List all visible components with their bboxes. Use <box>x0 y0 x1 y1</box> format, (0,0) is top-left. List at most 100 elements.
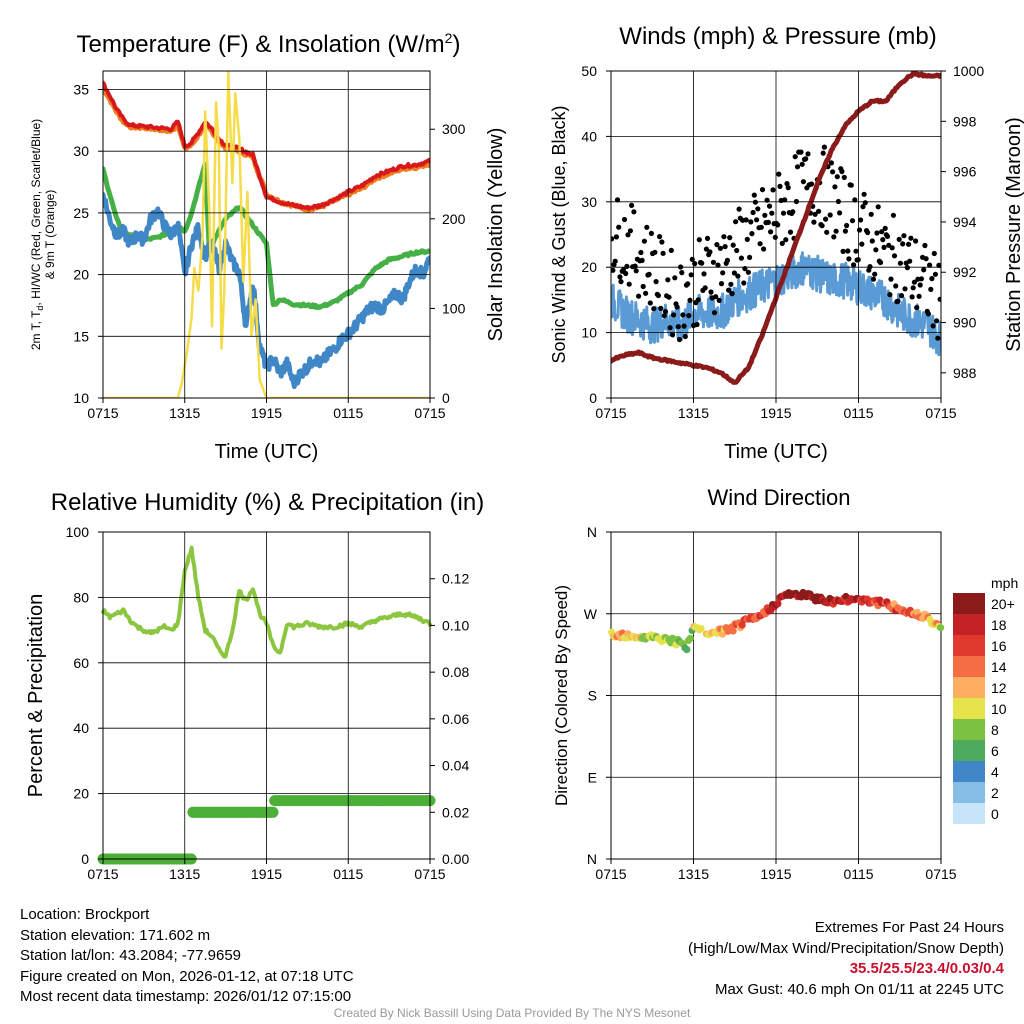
gust-point <box>776 171 782 177</box>
x-tick-label: 1315 <box>678 405 709 421</box>
x-tick-label: 0715 <box>87 405 118 421</box>
y-axis-label: Direction (Colored By Speed) <box>552 585 571 806</box>
gust-point <box>792 154 798 160</box>
gust-point <box>686 313 692 319</box>
gust-point <box>811 219 817 225</box>
gust-point <box>930 323 936 329</box>
y-tick-label: 50 <box>581 63 597 79</box>
gust-point <box>625 232 631 238</box>
gust-point <box>849 218 856 224</box>
y2-tick-label: 988 <box>953 365 977 381</box>
wind-speed-colorbar: mph 20+ 18 16 14 12 10 8 6 4 2 0 <box>953 575 1018 824</box>
y2-tick-label: 0.06 <box>442 711 469 727</box>
gust-point <box>715 262 721 268</box>
y2-tick-label: 0.00 <box>442 851 469 867</box>
colorbar-swatch <box>953 698 985 719</box>
elevation-line: Station elevation: 171.602 m <box>20 926 211 944</box>
gust-point <box>660 250 666 256</box>
colorbar-label: 12 <box>991 680 1007 696</box>
y2-tick-label: 990 <box>953 315 977 331</box>
colorbar-swatch <box>953 677 985 698</box>
gust-point <box>680 312 686 318</box>
gust-point <box>714 242 720 248</box>
gust-point <box>639 257 645 263</box>
y-tick-label: 20 <box>581 259 597 275</box>
gust-point <box>869 238 875 244</box>
gust-point <box>612 258 618 264</box>
gust-point <box>685 281 691 287</box>
gust-point <box>674 304 680 310</box>
gust-point <box>657 234 663 240</box>
gust-point <box>648 230 655 236</box>
gust-point <box>671 312 677 318</box>
x-tick-label: 1915 <box>251 866 282 882</box>
gust-point <box>772 234 778 240</box>
gust-point <box>820 150 826 156</box>
colorbar-label: 16 <box>991 638 1007 654</box>
colorbar-swatch <box>953 761 985 782</box>
x-tick-label: 0115 <box>333 405 363 421</box>
gust-point <box>881 244 887 250</box>
gust-point <box>747 254 753 260</box>
gust-point <box>841 174 847 180</box>
timestamp-line: Most recent data timestamp: 2026/01/12 0… <box>20 988 352 1005</box>
colorbar-label: 0 <box>991 806 999 822</box>
gust-point <box>880 237 886 243</box>
colorbar-swatch <box>953 635 985 656</box>
gust-point <box>833 228 839 234</box>
y2-tick-label: 998 <box>953 113 977 129</box>
gust-point <box>907 258 913 264</box>
gust-point <box>614 197 621 203</box>
colorbar-label: 2 <box>991 785 999 801</box>
gust-point <box>782 197 788 203</box>
y-tick-label: 10 <box>73 390 89 406</box>
y-tick-label: N <box>587 851 597 867</box>
gust-point <box>644 224 650 230</box>
gust-point <box>916 293 922 299</box>
gust-point <box>699 260 705 266</box>
gust-point <box>640 283 646 290</box>
colorbar-label: 20+ <box>991 596 1015 612</box>
gust-point <box>932 271 939 277</box>
gust-point <box>694 321 700 328</box>
gust-point <box>870 276 877 282</box>
gust-point <box>839 168 845 175</box>
gust-point <box>768 229 774 235</box>
precip-point <box>267 806 279 818</box>
y-tick-label: 35 <box>73 82 89 98</box>
gust-point <box>749 231 755 237</box>
gust-point <box>862 200 868 206</box>
gust-point <box>726 287 732 293</box>
gust-point <box>906 241 912 247</box>
x-tick-label: 0115 <box>843 866 873 882</box>
gust-point <box>638 249 644 256</box>
gust-point <box>646 271 652 277</box>
y-tick-label: W <box>584 606 598 622</box>
gust-point <box>896 236 902 242</box>
gust-point <box>927 262 933 268</box>
gust-point <box>925 311 932 317</box>
gust-point <box>669 332 676 338</box>
gust-point <box>724 257 731 263</box>
gust-point <box>783 237 789 243</box>
colorbar-label: 10 <box>991 701 1007 717</box>
gust-point <box>922 242 928 249</box>
gust-point <box>611 267 616 273</box>
gust-point <box>935 335 941 341</box>
gust-point <box>626 281 632 287</box>
gust-point <box>827 212 833 218</box>
y2-tick-label: 200 <box>442 211 466 227</box>
gust-point <box>766 203 773 209</box>
y2-tick-label: 0.04 <box>442 758 469 774</box>
gust-point <box>702 285 708 291</box>
gust-point <box>633 268 639 274</box>
y2-tick-label: 996 <box>953 164 977 180</box>
gust-point <box>659 239 665 245</box>
y2-tick-label: 1000 <box>953 63 984 79</box>
gust-point <box>890 212 897 218</box>
location-line: Location: Brockport <box>20 906 150 923</box>
gust-point <box>872 271 878 277</box>
x-tick-label: 0715 <box>925 405 956 421</box>
direction-point <box>686 634 694 642</box>
